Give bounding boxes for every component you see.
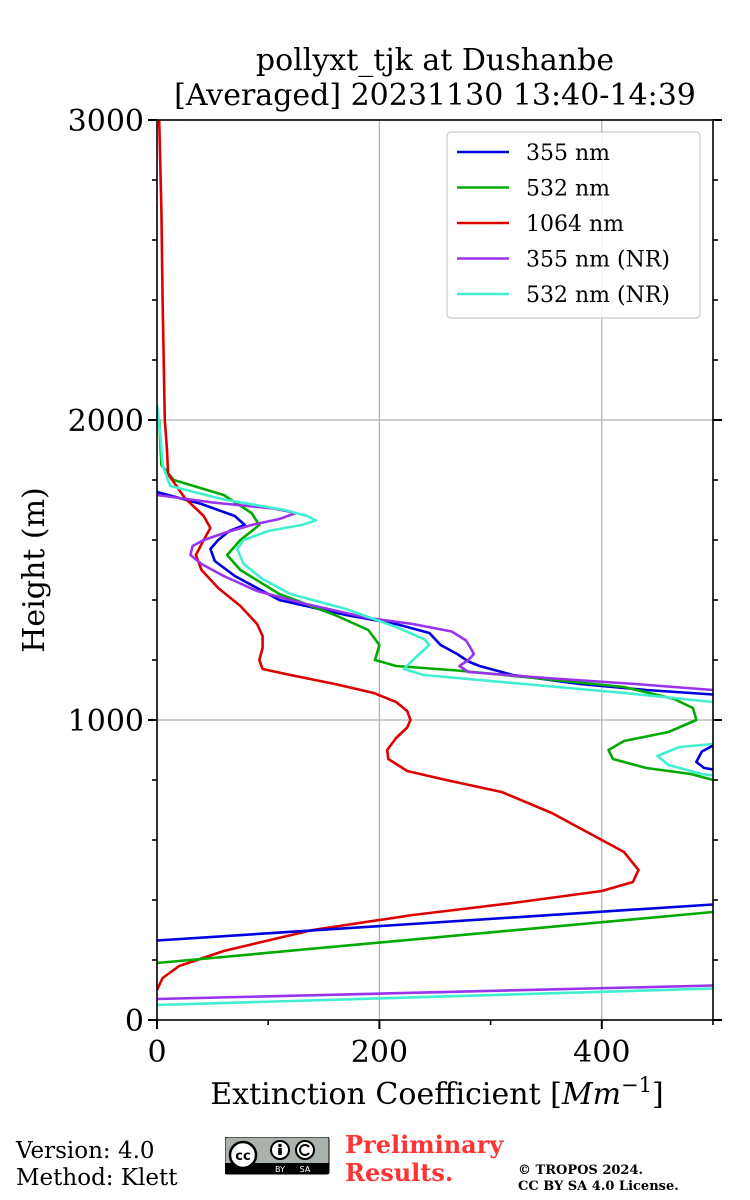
- series-group: [157, 120, 713, 1007]
- series-line-532-nm-nr-mid: [656, 742, 713, 777]
- method-label: Method: Klett: [16, 1165, 178, 1191]
- sa-icon: [295, 1140, 315, 1160]
- x-axis-label: Extinction Coefficient [Mm−1]: [210, 1073, 663, 1112]
- cc-icon: [228, 1140, 258, 1170]
- footer-info: Version: 4.0 Method: Klett: [16, 1138, 177, 1192]
- legend-label: 532 nm: [526, 177, 610, 202]
- series-line-532-nm-nr-: [157, 404, 713, 704]
- legend-label: 355 nm (NR): [526, 248, 670, 273]
- x-axis-label-exponent: −1: [621, 1073, 652, 1097]
- x-tick-label: 200: [351, 1035, 408, 1070]
- y-tick-label: 0: [125, 1004, 144, 1039]
- plot-frame: [156, 119, 714, 1021]
- series-line-532-nm: [157, 419, 713, 782]
- y-tick-label: 2000: [68, 404, 144, 439]
- series-line-355-nm: [157, 490, 713, 696]
- series-line-355-nm-nr-: [157, 493, 713, 692]
- series-line-355-nm-mid: [695, 744, 713, 771]
- legend-label: 355 nm: [526, 141, 610, 166]
- x-axis-label-suffix: ]: [652, 1077, 664, 1112]
- copyright-note: © TROPOS 2024. CC BY SA 4.0 License.: [518, 1163, 679, 1195]
- x-axis-label-unit: Mm: [561, 1077, 621, 1112]
- legend-label: 532 nm (NR): [526, 283, 670, 308]
- copyright-line-1: © TROPOS 2024.: [518, 1163, 644, 1178]
- sa-text: SA: [300, 1165, 311, 1174]
- y-tick-label: 1000: [68, 704, 144, 739]
- cc-text: cc: [235, 1149, 250, 1164]
- by-text: BY: [275, 1165, 285, 1174]
- y-tick-label: 3000: [68, 104, 144, 139]
- preliminary-line-2: Results.: [345, 1158, 454, 1187]
- cc-license-badge: cc BY SA: [225, 1137, 330, 1175]
- y-axis-label: Height (m): [17, 487, 52, 652]
- x-tick-label: 400: [573, 1035, 630, 1070]
- x-axis-label-text: Extinction Coefficient [: [210, 1077, 562, 1112]
- series-line-355-nm-nr-low-: [157, 984, 713, 1001]
- preliminary-results-note: Preliminary Results.: [345, 1131, 503, 1187]
- legend-box: [446, 131, 701, 319]
- series-line-355-nm-low: [157, 903, 713, 942]
- preliminary-line-1: Preliminary: [345, 1130, 504, 1159]
- legend-label: 1064 nm: [526, 212, 624, 237]
- chart-title-line-2: [Averaged] 20231130 13:40-14:39: [174, 78, 696, 113]
- series-line-1064-nm: [157, 120, 640, 991]
- series-line-532-nm-nr-low-: [157, 987, 713, 1007]
- copyright-line-2: CC BY SA 4.0 License.: [518, 1179, 679, 1194]
- chart-title-line-1: pollyxt_tjk at Dushanbe: [255, 43, 615, 78]
- x-tick-label: 0: [147, 1035, 166, 1070]
- version-label: Version: 4.0: [16, 1138, 155, 1164]
- series-line-532-nm-low: [157, 910, 713, 965]
